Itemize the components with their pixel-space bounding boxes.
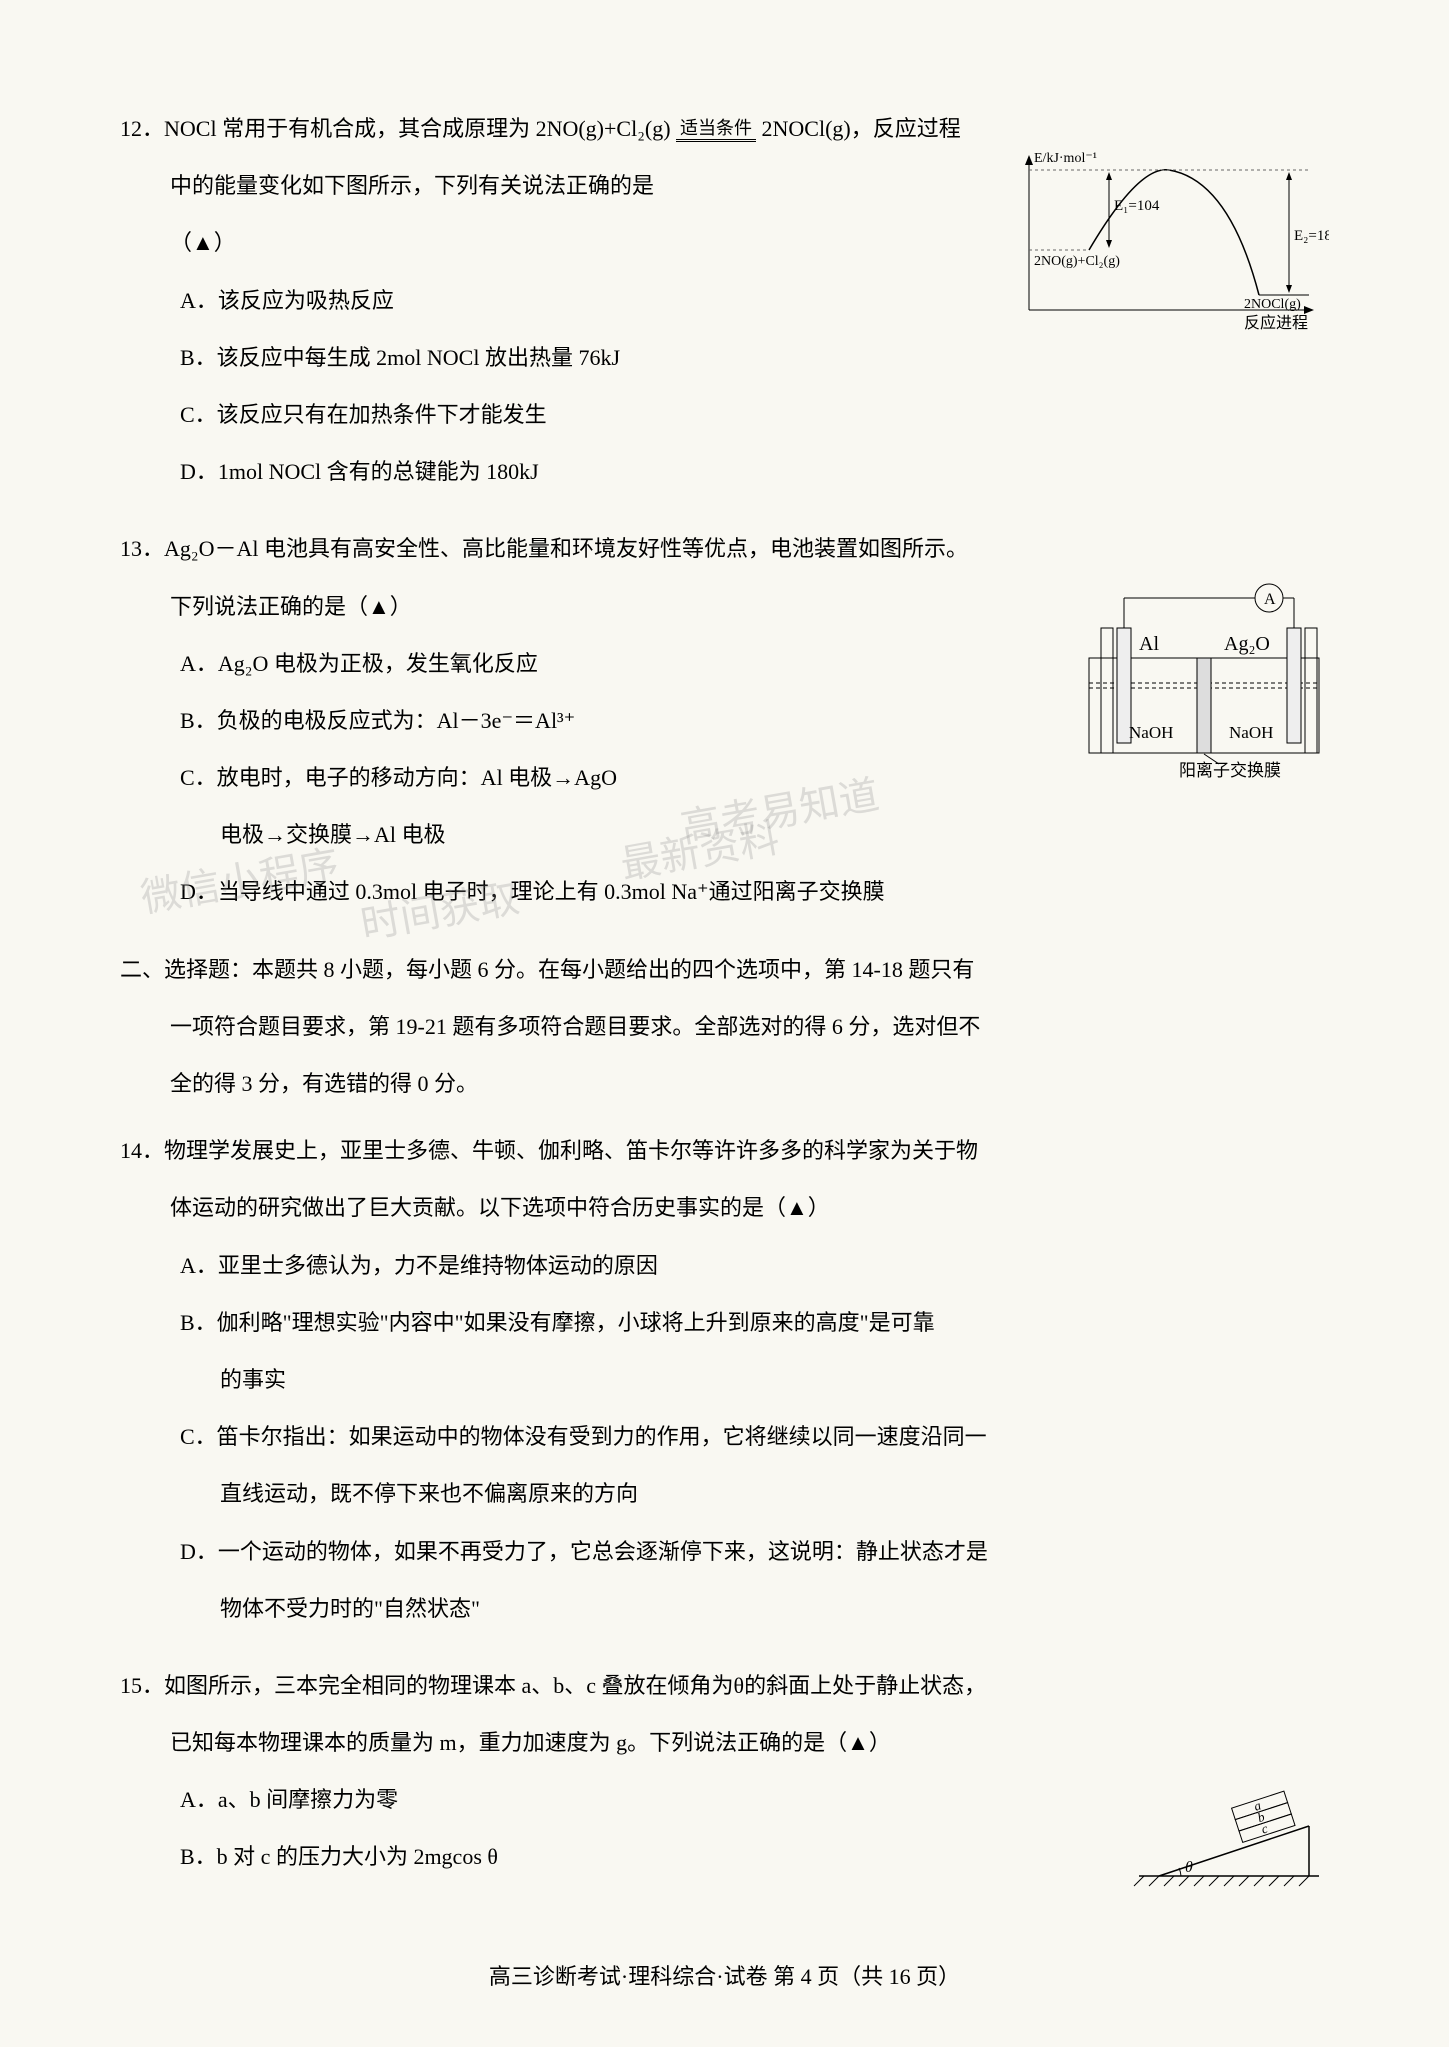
- e2-label: E₂=180: [1294, 228, 1329, 244]
- right-solution-label: NaOH: [1229, 723, 1273, 742]
- q13-stem1: 13．Ag₂O－Al 电池具有高安全性、高比能量和环境友好性等优点，电池装置如图…: [120, 520, 1329, 577]
- q14-option-b2: 的事实: [120, 1351, 1329, 1408]
- q12-chart: E₁=104 E₂=180 2NO(g)+Cl₂(g) 2NOCl(g) E/k…: [1009, 150, 1329, 347]
- q12-option-c: C．该反应只有在加热条件下才能发生: [120, 386, 1329, 443]
- energy-profile-chart: E₁=104 E₂=180 2NO(g)+Cl₂(g) 2NOCl(g) E/k…: [1009, 150, 1329, 330]
- q14-option-c: C．笛卡尔指出：如果运动中的物体没有受到力的作用，它将继续以同一速度沿同一: [120, 1408, 1329, 1465]
- left-solution-label: NaOH: [1129, 723, 1173, 742]
- membrane-label: 阳离子交换膜: [1179, 761, 1281, 780]
- q14-option-d2: 物体不受力时的"自然状态": [120, 1580, 1329, 1637]
- reactant-label: 2NO(g)+Cl₂(g): [1034, 254, 1120, 269]
- q14-option-b: B．伽利略"理想实验"内容中"如果没有摩擦，小球将上升到原来的高度"是可靠: [120, 1294, 1329, 1351]
- product-label: 2NOCl(g): [1244, 297, 1301, 312]
- battery-cell-diagram: A Al Ag₂O NaOH: [1069, 578, 1329, 798]
- q14-option-d: D．一个运动的物体，如果不再受力了，它总会逐渐停下来，这说明：静止状态才是: [120, 1523, 1329, 1580]
- q14-stem1: 14．物理学发展史上，亚里士多德、牛顿、伽利略、笛卡尔等许许多多的科学家为关于物: [120, 1122, 1329, 1179]
- q13-number: 13．: [120, 536, 164, 561]
- q14-stem2: 体运动的研究做出了巨大贡献。以下选项中符合历史事实的是（▲）: [120, 1179, 1329, 1236]
- left-electrode-label: Al: [1139, 633, 1159, 655]
- exam-page: E₁=104 E₂=180 2NO(g)+Cl₂(g) 2NOCl(g) E/k…: [0, 0, 1449, 2045]
- svg-text:c: c: [1259, 1821, 1269, 1837]
- q15-diagram: a b c θ: [1129, 1771, 1329, 1908]
- q12-number: 12．: [120, 116, 164, 141]
- question-12: E₁=104 E₂=180 2NO(g)+Cl₂(g) 2NOCl(g) E/k…: [120, 100, 1329, 500]
- y-axis-label: E/kJ·mol⁻¹: [1034, 151, 1097, 166]
- q14-option-a: A．亚里士多德认为，力不是维持物体运动的原因: [120, 1237, 1329, 1294]
- q15-stem2: 已知每本物理课本的质量为 m，重力加速度为 g。下列说法正确的是（▲）: [120, 1714, 1329, 1771]
- q13-diagram: A Al Ag₂O NaOH: [1069, 578, 1329, 815]
- right-electrode-label: Ag₂O: [1224, 633, 1270, 655]
- x-axis-label: 反应进程: [1244, 313, 1308, 330]
- question-13: 13．Ag₂O－Al 电池具有高安全性、高比能量和环境友好性等优点，电池装置如图…: [120, 520, 1329, 920]
- page-footer: 高三诊断考试·理科综合·试卷 第 4 页（共 16 页）: [120, 1948, 1329, 2005]
- question-15: 15．如图所示，三本完全相同的物理课本 a、b、c 叠放在倾角为θ的斜面上处于静…: [120, 1657, 1329, 1908]
- q15-stem1: 15．如图所示，三本完全相同的物理课本 a、b、c 叠放在倾角为θ的斜面上处于静…: [120, 1657, 1329, 1714]
- q13-option-c2: 电极→交换膜→Al 电极: [120, 806, 1329, 863]
- q14-number: 14．: [120, 1138, 164, 1163]
- q13-option-d: D．当导线中通过 0.3mol 电子时，理论上有 0.3mol Na⁺通过阳离子…: [120, 863, 1329, 920]
- ammeter-label: A: [1264, 591, 1276, 608]
- q12-stem: 12．NOCl 常用于有机合成，其合成原理为 2NO(g)+Cl₂(g) 适当条…: [120, 100, 1329, 157]
- angle-label: θ: [1185, 1859, 1193, 1876]
- question-14: 14．物理学发展史上，亚里士多德、牛顿、伽利略、笛卡尔等许许多多的科学家为关于物…: [120, 1122, 1329, 1637]
- q12-option-d: D．1mol NOCl 含有的总键能为 180kJ: [120, 443, 1329, 500]
- inclined-plane-diagram: a b c θ: [1129, 1771, 1329, 1891]
- section-2-header: 二、选择题：本题共 8 小题，每小题 6 分。在每小题给出的四个选项中，第 14…: [120, 941, 1329, 1113]
- q14-option-c2: 直线运动，既不停下来也不偏离原来的方向: [120, 1465, 1329, 1522]
- e1-label: E₁=104: [1114, 198, 1160, 214]
- q15-number: 15．: [120, 1673, 164, 1698]
